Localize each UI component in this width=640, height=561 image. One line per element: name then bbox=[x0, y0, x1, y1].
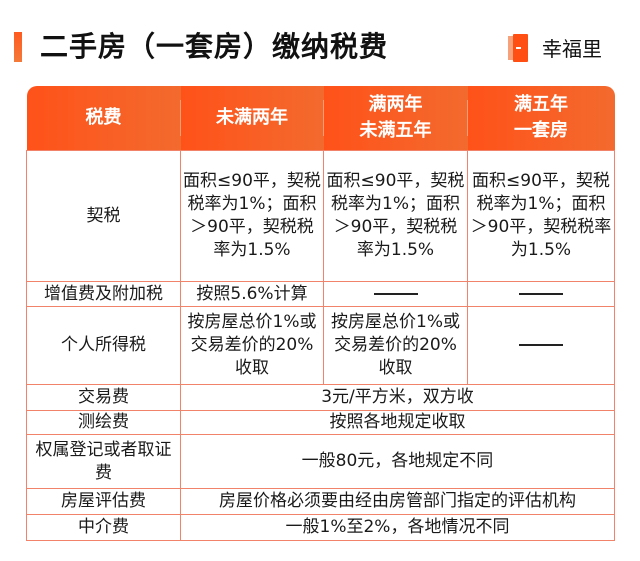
door-icon bbox=[508, 33, 530, 62]
row-label: 契税 bbox=[26, 150, 181, 282]
table-row: 增值费及附加税 按照5.6%计算 bbox=[26, 281, 615, 307]
row-label: 增值费及附加税 bbox=[26, 281, 181, 307]
cell: 面积≤90平，契税税率为1%；面积＞90平，契税税率为1.5% bbox=[467, 150, 615, 282]
table-row: 房屋评估费 房屋价格必须要由经由房管部门指定的评估机构 bbox=[26, 488, 615, 515]
table-header-row: 税费 未满两年 满两年 未满五年 满五年 一套房 bbox=[26, 86, 615, 151]
column-header-over-5-years: 满五年 一套房 bbox=[467, 86, 615, 151]
title-accent-bar bbox=[14, 32, 22, 62]
merged-cell: 一般1%至2%，各地情况不同 bbox=[180, 514, 615, 541]
brand-logo: 幸福里 bbox=[508, 33, 602, 62]
column-header-2-to-5-years: 满两年 未满五年 bbox=[323, 86, 468, 151]
dash-icon bbox=[519, 292, 563, 295]
row-label: 交易费 bbox=[26, 384, 181, 411]
row-label: 房屋评估费 bbox=[26, 488, 181, 515]
cell bbox=[323, 281, 468, 307]
table-row: 权属登记或者取证费 一般80元，各地规定不同 bbox=[26, 434, 615, 489]
cell: 按房屋总价1%或交易差价的20%收取 bbox=[323, 306, 468, 385]
merged-cell: 房屋价格必须要由经由房管部门指定的评估机构 bbox=[180, 488, 615, 515]
row-label: 权属登记或者取证费 bbox=[26, 434, 181, 489]
table-row: 个人所得税 按房屋总价1%或交易差价的20%收取 按房屋总价1%或交易差价的20… bbox=[26, 306, 615, 385]
merged-cell: 一般80元，各地规定不同 bbox=[180, 434, 615, 489]
table-row: 测绘费 按照各地规定收取 bbox=[26, 410, 615, 435]
cell bbox=[467, 281, 615, 307]
brand-name: 幸福里 bbox=[542, 37, 602, 61]
row-label: 测绘费 bbox=[26, 410, 181, 435]
cell: 面积≤90平，契税税率为1%；面积＞90平，契税税率为1.5% bbox=[180, 150, 324, 282]
cell: 按照5.6%计算 bbox=[180, 281, 324, 307]
dash-icon bbox=[373, 292, 418, 295]
page-title: 二手房（一套房）缴纳税费 bbox=[40, 30, 389, 63]
merged-cell: 3元/平方米，双方收 bbox=[180, 384, 615, 411]
table-row: 契税 面积≤90平，契税税率为1%；面积＞90平，契税税率为1.5% 面积≤90… bbox=[26, 150, 615, 282]
cell: 面积≤90平，契税税率为1%；面积＞90平，契税税率为1.5% bbox=[323, 150, 468, 282]
row-label: 中介费 bbox=[26, 514, 181, 541]
cell: 按房屋总价1%或交易差价的20%收取 bbox=[180, 306, 324, 385]
column-header-fee: 税费 bbox=[26, 86, 181, 151]
cell bbox=[467, 306, 615, 385]
table-row: 交易费 3元/平方米，双方收 bbox=[26, 384, 615, 411]
table-row: 中介费 一般1%至2%，各地情况不同 bbox=[26, 514, 615, 541]
tax-table: 税费 未满两年 满两年 未满五年 满五年 一套房 契税 面积≤90平，契税税率为1%… bbox=[26, 86, 615, 541]
row-label: 个人所得税 bbox=[26, 306, 181, 385]
column-header-under-2-years: 未满两年 bbox=[180, 86, 324, 151]
dash-icon bbox=[519, 344, 563, 346]
merged-cell: 按照各地规定收取 bbox=[180, 410, 615, 435]
